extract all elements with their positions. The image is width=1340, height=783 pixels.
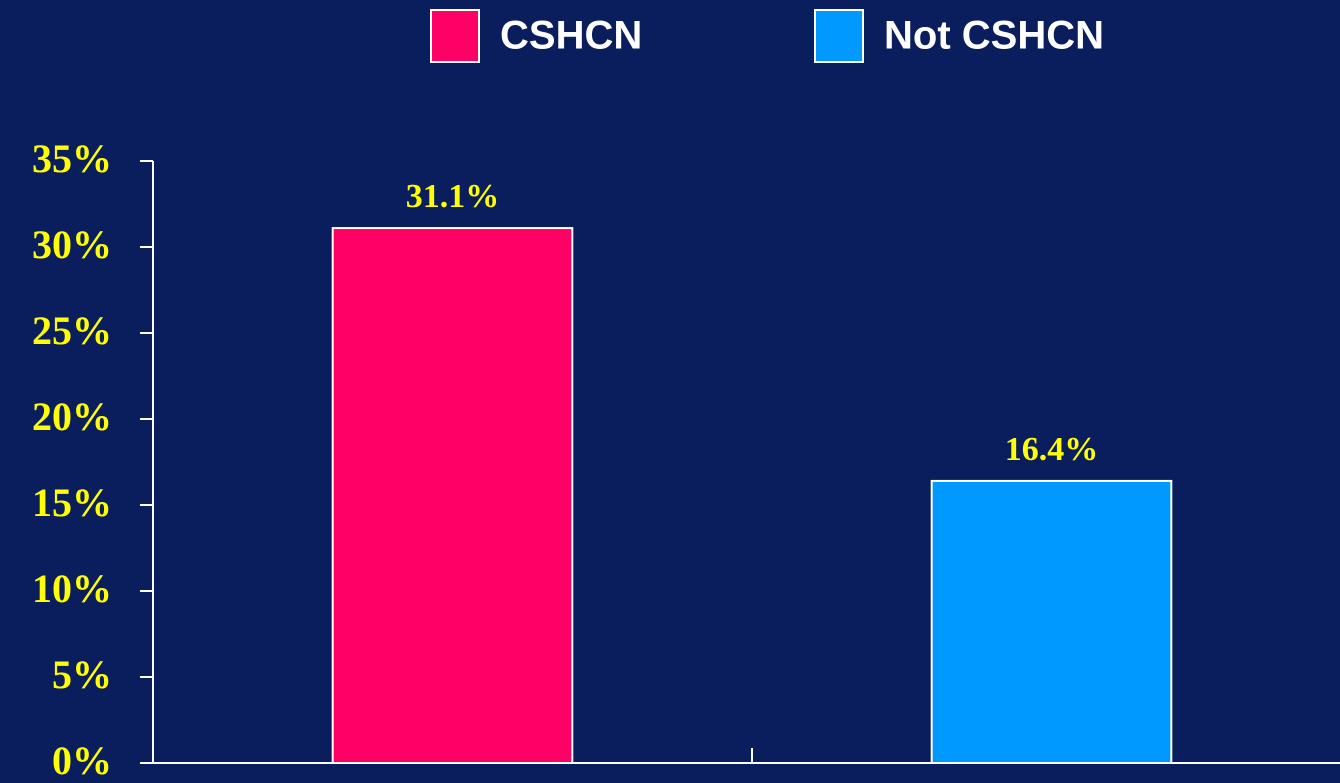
y-tick-label: 10%: [32, 566, 112, 611]
y-tick-label: 35%: [32, 136, 112, 181]
value-label: 31.1%: [406, 178, 500, 215]
bar: [331, 227, 574, 764]
legend-label: Not CSHCN: [884, 14, 1104, 58]
y-tick-label: 30%: [32, 222, 112, 267]
value-label: 16.4%: [1005, 431, 1099, 468]
y-tick-label: 25%: [32, 308, 112, 353]
y-tick-label: 15%: [32, 480, 112, 525]
y-tick-label: 20%: [32, 394, 112, 439]
y-tick-label: 0%: [52, 738, 112, 783]
bar: [930, 479, 1173, 764]
legend-swatch: [430, 9, 480, 63]
y-tick-label: 5%: [52, 652, 112, 697]
legend-swatch: [814, 9, 864, 63]
legend-label: CSHCN: [500, 14, 642, 58]
